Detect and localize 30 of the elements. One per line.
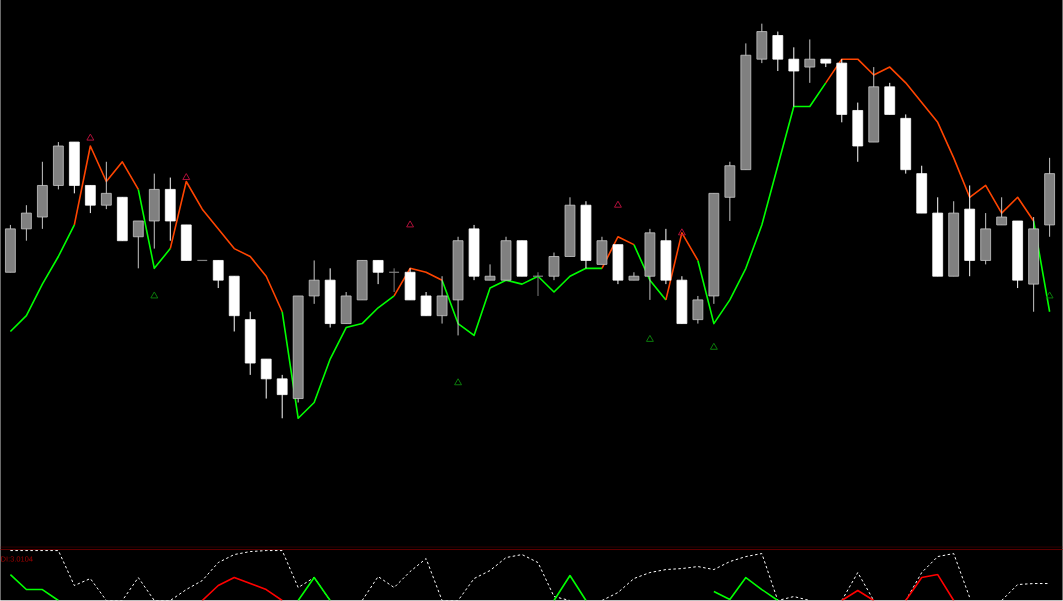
candlestick [100, 161, 112, 210]
point [613, 200, 622, 208]
point [150, 291, 159, 299]
candlestick [788, 47, 800, 108]
point [645, 335, 654, 343]
candlestick [84, 185, 96, 214]
candlestick [276, 374, 288, 420]
candlestick [692, 295, 704, 325]
point [86, 133, 95, 141]
point [1045, 291, 1054, 299]
point [182, 173, 191, 181]
point [454, 378, 463, 386]
candlestick [132, 220, 144, 270]
candlestick [260, 358, 272, 400]
candlestick [21, 204, 32, 242]
candlestick [628, 272, 640, 281]
candlestick [548, 252, 560, 281]
point [406, 220, 415, 228]
candlestick [420, 291, 432, 317]
candlestick [596, 236, 608, 266]
point [677, 228, 686, 236]
point [709, 343, 718, 350]
candlestick [996, 197, 1008, 226]
candlestick [772, 31, 784, 72]
candlestick [436, 275, 448, 325]
candlestick [372, 260, 384, 285]
candlestick [484, 264, 496, 281]
candlestick [804, 39, 816, 84]
candlestick [212, 260, 224, 289]
candlestick [308, 260, 320, 305]
